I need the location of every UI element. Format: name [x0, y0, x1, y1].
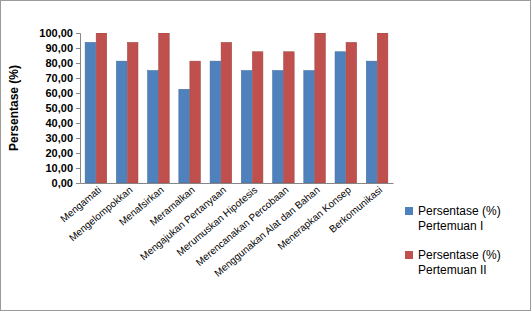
y-tick: 40,00	[45, 117, 80, 129]
y-tick-mark	[76, 153, 80, 154]
bar	[96, 33, 107, 183]
y-tick-mark	[76, 33, 80, 34]
y-tick: 80,00	[45, 57, 80, 69]
y-tick: 20,00	[45, 147, 80, 159]
y-tick: 0,00	[52, 177, 80, 189]
y-tick-mark	[76, 78, 80, 79]
y-axis: 0,00 10,00 20,00 30,00 40,00 50,00 60,00 70,00 8…	[39, 27, 80, 189]
bar	[190, 61, 201, 183]
bar	[273, 71, 284, 184]
y-tick-label: 60,00	[45, 87, 73, 99]
x-axis: MengamatiMengelompokkanMenafsirkanMerama…	[58, 184, 393, 279]
y-tick-label: 30,00	[45, 132, 73, 144]
bar	[335, 52, 346, 183]
legend-swatch	[405, 207, 413, 215]
bar	[127, 42, 138, 183]
x-tick-label: Berkomunikasi	[327, 184, 384, 235]
bar	[346, 42, 357, 183]
y-tick-label: 70,00	[45, 72, 73, 84]
legend: Persentase (%)Pertemuan I Persentase (%)P…	[405, 204, 501, 277]
y-tick-mark	[76, 138, 80, 139]
y-tick-mark	[76, 63, 80, 64]
y-tick-mark	[76, 108, 80, 109]
bar	[366, 61, 377, 183]
x-axis-line	[81, 183, 394, 184]
legend-swatch	[405, 251, 413, 259]
y-tick-mark	[76, 48, 80, 49]
bar	[85, 42, 96, 183]
y-tick-label: 10,00	[45, 162, 73, 174]
y-tick: 90,00	[45, 42, 80, 54]
y-tick: 10,00	[45, 162, 80, 174]
bar	[116, 61, 127, 183]
bar	[179, 89, 190, 183]
y-tick-label: 80,00	[45, 57, 73, 69]
x-tick: Berkomunikasi	[327, 184, 384, 235]
bar	[315, 33, 326, 183]
y-tick-mark	[76, 168, 80, 169]
bar	[210, 61, 221, 183]
y-tick-label: 40,00	[45, 117, 73, 129]
bar	[148, 71, 159, 184]
legend-label: Persentase (%)Pertemuan I	[418, 204, 501, 233]
bar	[284, 52, 295, 183]
y-tick-mark	[76, 93, 80, 94]
chart: 0,00 10,00 20,00 30,00 40,00 50,00 60,00 70,00 8…	[0, 0, 531, 311]
y-tick: 30,00	[45, 132, 80, 144]
bar	[377, 33, 388, 183]
y-tick-label: 0,00	[52, 177, 73, 189]
y-tick: 60,00	[45, 87, 80, 99]
bars	[85, 33, 388, 183]
y-tick-label: 20,00	[45, 147, 73, 159]
legend-label: Persentase (%)Pertemuan II	[418, 248, 501, 277]
bar	[221, 42, 232, 183]
y-axis-title: Persentase (%)	[7, 65, 21, 151]
y-tick: 50,00	[45, 102, 80, 114]
bar	[159, 33, 170, 183]
y-tick-label: 90,00	[45, 42, 73, 54]
y-tick: 100,00	[39, 27, 80, 39]
y-tick-label: 50,00	[45, 102, 73, 114]
chart-frame	[1, 1, 531, 311]
bar	[252, 52, 263, 183]
y-tick: 70,00	[45, 72, 80, 84]
y-tick-mark	[76, 123, 80, 124]
y-axis-line	[76, 34, 81, 184]
bar	[241, 71, 252, 184]
y-tick-label: 100,00	[39, 27, 73, 39]
bar	[304, 71, 315, 184]
y-tick-mark	[76, 183, 80, 184]
